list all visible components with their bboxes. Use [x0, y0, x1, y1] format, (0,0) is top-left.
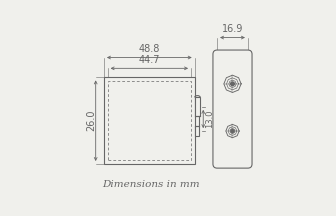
Text: 44.7: 44.7 — [138, 55, 160, 65]
Bar — [195, 97, 200, 116]
Bar — [108, 81, 191, 160]
Text: 48.8: 48.8 — [139, 44, 160, 54]
Circle shape — [231, 130, 234, 133]
Text: 13.0: 13.0 — [205, 110, 214, 128]
Bar — [104, 78, 195, 164]
Text: Dimensions in mm: Dimensions in mm — [102, 180, 199, 189]
Bar — [195, 126, 199, 136]
Text: 16.9: 16.9 — [222, 24, 243, 34]
FancyBboxPatch shape — [213, 50, 252, 168]
Text: 26.0: 26.0 — [87, 110, 96, 132]
Circle shape — [230, 82, 234, 86]
